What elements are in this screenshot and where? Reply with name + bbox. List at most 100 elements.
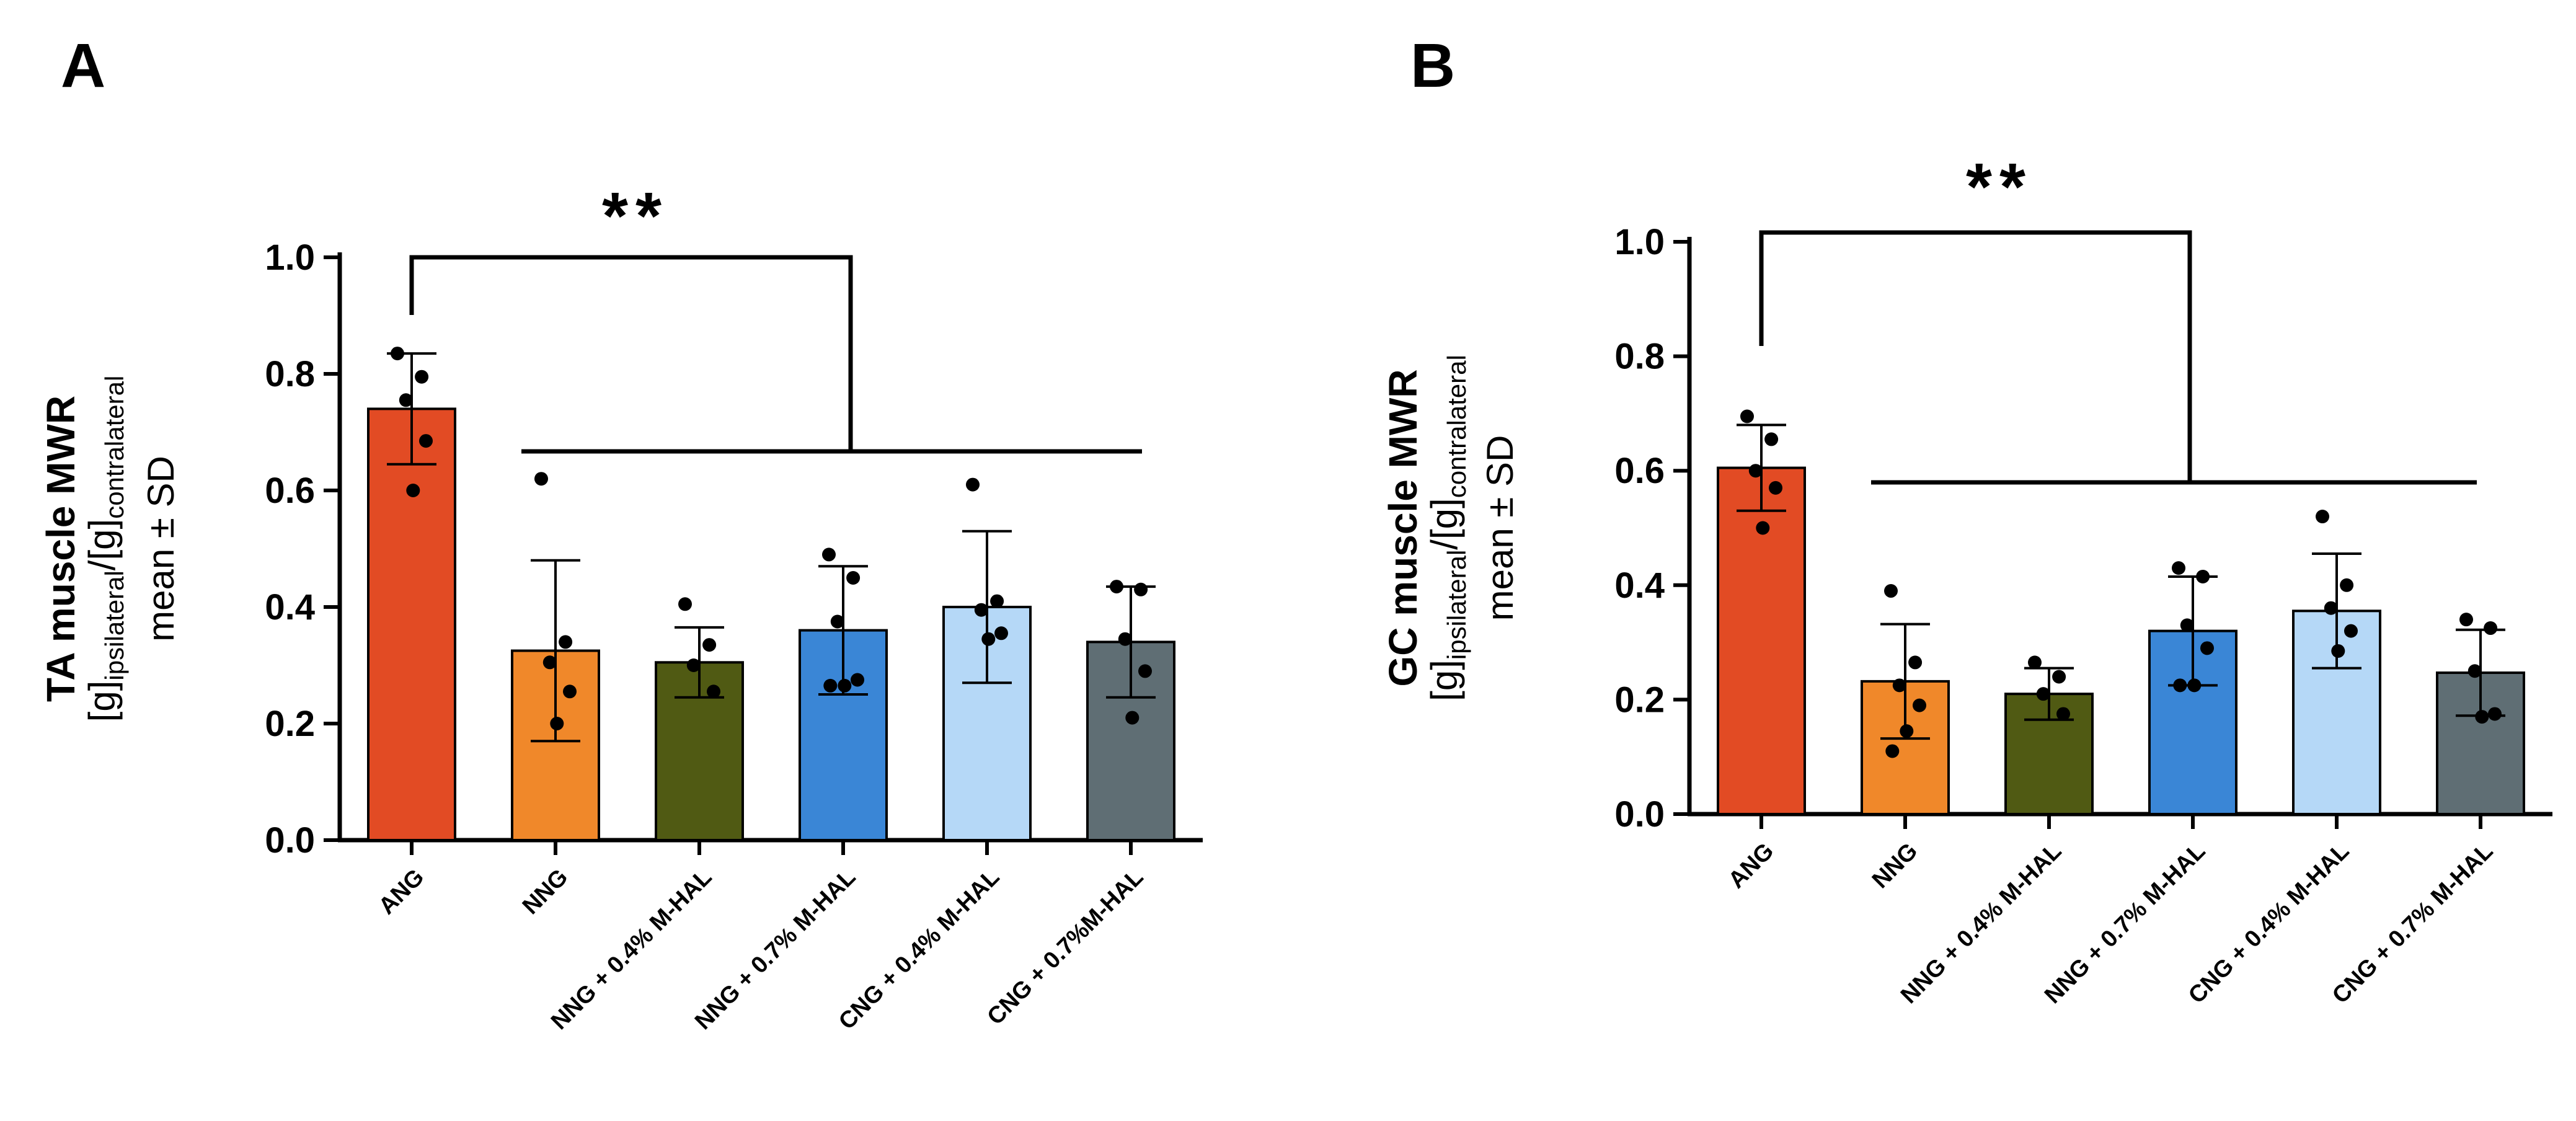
- x-tick-label: CNG + 0.7%M-HAL: [983, 864, 1149, 1030]
- data-point: [2468, 664, 2482, 678]
- x-tick-label: NNG: [518, 864, 573, 919]
- data-point: [678, 597, 692, 611]
- y-axis-stat: mean ± SD: [1479, 435, 1521, 621]
- data-point: [2036, 687, 2050, 701]
- data-point: [851, 673, 864, 687]
- data-point: [686, 658, 701, 672]
- panel-letter: A: [61, 31, 105, 100]
- data-point: [838, 678, 852, 693]
- data-point: [2344, 624, 2358, 638]
- bar: [367, 407, 456, 841]
- x-tick-label: NNG + 0.4% M-HAL: [1896, 838, 2066, 1009]
- data-point: [415, 370, 429, 384]
- data-point: [981, 632, 996, 646]
- x-tick-label: NNG + 0.7% M-HAL: [2040, 838, 2210, 1009]
- y-tick-label: 0.2: [265, 704, 315, 744]
- data-point: [406, 484, 420, 497]
- x-tick-label: ANG: [1724, 838, 1779, 893]
- data-point: [1756, 521, 1770, 535]
- data-point: [702, 638, 717, 652]
- data-point: [1884, 584, 1898, 598]
- panel-letter: B: [1410, 31, 1455, 100]
- data-point: [1125, 711, 1140, 725]
- data-point: [1118, 632, 1132, 646]
- x-tick-label: ANG: [374, 864, 429, 919]
- y-axis-unit-part: contralateral: [100, 376, 129, 519]
- data-point: [2484, 621, 2498, 636]
- y-axis-unit-part: /[g]: [1423, 498, 1465, 549]
- data-point: [2172, 561, 2185, 575]
- data-point: [2475, 710, 2489, 724]
- data-point: [2056, 707, 2070, 721]
- y-tick-label: 1.0: [1614, 222, 1665, 262]
- data-point: [2028, 655, 2042, 670]
- data-point: [822, 547, 836, 562]
- y-tick-label: 0.6: [265, 471, 315, 511]
- y-tick-label: 0.0: [265, 820, 315, 861]
- data-point: [391, 347, 404, 361]
- data-point: [1740, 409, 1754, 423]
- data-point: [2340, 578, 2354, 592]
- data-point: [2324, 601, 2338, 615]
- y-tick-label: 0.4: [265, 587, 315, 627]
- x-tick-label: CNG + 0.4% M-HAL: [2184, 838, 2354, 1009]
- data-point: [542, 655, 557, 670]
- data-point: [830, 614, 844, 629]
- data-point: [1892, 678, 1906, 693]
- data-point: [399, 393, 413, 407]
- data-point: [2173, 678, 2187, 693]
- chart-panel-a: A TA muscle MWR[g]ipsilateral/[g]contrala…: [38, 31, 1203, 1035]
- significance-bracket: [1759, 230, 2192, 482]
- data-point: [966, 477, 980, 492]
- x-tick-label: NNG + 0.4% M-HAL: [546, 864, 717, 1035]
- y-axis-unit-part: [g]: [81, 681, 123, 722]
- data-point: [1913, 698, 1926, 712]
- data-point: [550, 717, 564, 730]
- data-point: [1900, 724, 1914, 738]
- data-point: [974, 603, 988, 617]
- y-axis-stat: mean ± SD: [140, 456, 182, 642]
- data-point: [1110, 580, 1123, 594]
- data-point: [2459, 613, 2473, 627]
- y-axis-unit: [g]ipsilateral/[g]contralateral: [1423, 355, 1471, 701]
- data-point: [707, 685, 720, 699]
- data-point: [2052, 670, 2066, 684]
- y-tick-label: 0.8: [1614, 337, 1665, 377]
- data-point: [1885, 744, 1900, 758]
- data-point: [2196, 569, 2210, 583]
- x-tick-label: NNG: [1867, 838, 1923, 893]
- data-point: [1748, 464, 1763, 478]
- x-tick-label: CNG + 0.4% M-HAL: [834, 864, 1004, 1035]
- x-tick-label: NNG + 0.7% M-HAL: [690, 864, 861, 1035]
- data-point: [1908, 655, 1923, 670]
- data-point: [1764, 432, 1779, 446]
- y-axis-title: TA muscle MWR: [38, 396, 83, 702]
- y-tick-label: 0.4: [1614, 565, 1665, 606]
- data-point: [1769, 481, 1782, 495]
- data-point: [990, 594, 1004, 608]
- y-axis-unit-part: ipsilateral: [1442, 550, 1471, 660]
- x-tick-label: CNG + 0.7% M-HAL: [2327, 838, 2498, 1009]
- data-point: [2316, 510, 2329, 524]
- data-point: [2200, 641, 2214, 655]
- y-axis-unit-part: [g]: [1423, 660, 1465, 701]
- y-tick-label: 0.8: [265, 354, 315, 394]
- bar: [1717, 466, 1806, 815]
- data-point: [1138, 664, 1152, 678]
- data-point: [559, 635, 573, 649]
- data-point: [534, 472, 548, 486]
- data-point: [419, 434, 433, 448]
- data-point: [994, 626, 1008, 640]
- y-tick-label: 0.0: [1614, 794, 1665, 835]
- y-axis-unit: [g]ipsilateral/[g]contralateral: [81, 376, 129, 722]
- data-point: [823, 678, 838, 693]
- data-point: [846, 571, 861, 585]
- y-axis-unit-part: /[g]: [81, 519, 123, 570]
- significance-label: **: [602, 178, 669, 253]
- data-point: [2331, 644, 2345, 658]
- y-tick-label: 1.0: [265, 237, 315, 278]
- data-point: [2187, 678, 2202, 693]
- chart-panel-b: B GC muscle MWR[g]ipsilateral/[g]contrala…: [1381, 31, 2552, 1009]
- y-axis-unit-part: contralateral: [1442, 355, 1471, 498]
